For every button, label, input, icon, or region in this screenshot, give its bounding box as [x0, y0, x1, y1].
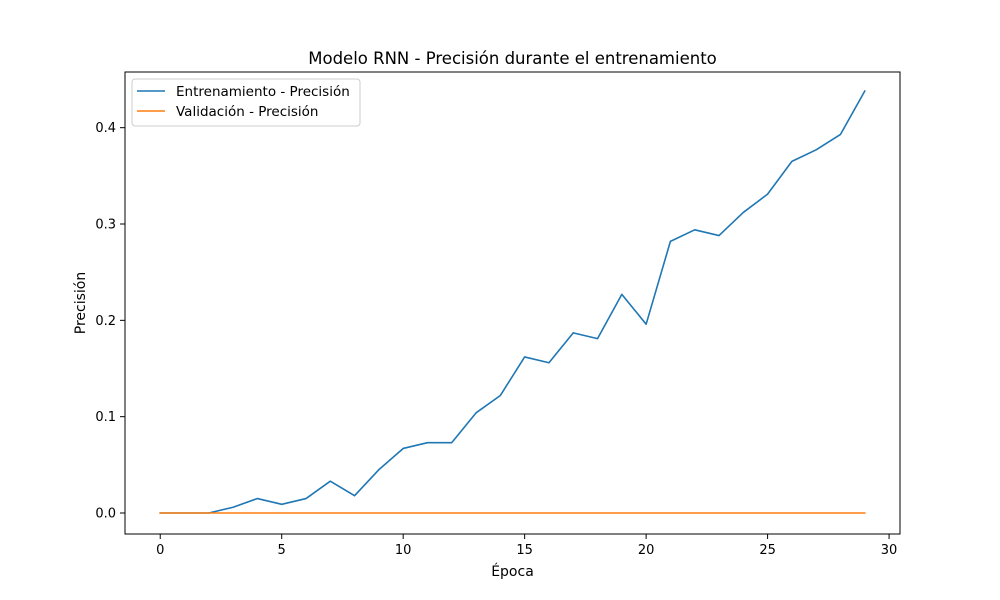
- x-tick-label: 0: [156, 543, 164, 558]
- x-tick-label: 15: [516, 543, 533, 558]
- series-line-1: [159, 89, 866, 514]
- x-tick-label: 5: [278, 543, 286, 558]
- plot-area: [125, 72, 900, 534]
- plot-frame: [124, 71, 901, 535]
- y-tick-label: 0.4: [95, 121, 116, 136]
- x-tick-label: 20: [638, 543, 655, 558]
- legend-label-2: Validación - Precisión: [176, 104, 318, 120]
- series-layer: [159, 89, 866, 514]
- legend-box: [131, 78, 361, 127]
- x-tick-label: 30: [881, 543, 898, 558]
- y-axis: 0.0 0.1 0.2 0.3 0.4: [95, 121, 125, 522]
- y-axis-title: Precisión: [73, 272, 89, 334]
- chart-title: Modelo RNN - Precisión durante el entren…: [308, 49, 717, 68]
- x-tick-label: 10: [395, 543, 412, 558]
- y-tick-label: 0.3: [95, 218, 116, 233]
- legend: Entrenamiento - Precisión Validación - Pr…: [131, 78, 361, 127]
- y-tick-label: 0.1: [95, 410, 116, 425]
- x-axis-title: Época: [491, 563, 534, 580]
- x-tick-label: 25: [759, 543, 776, 558]
- y-tick-label: 0.0: [95, 507, 116, 522]
- x-axis: 0 5 10 15 20 25 30: [156, 534, 897, 558]
- legend-label-1: Entrenamiento - Precisión: [176, 84, 350, 100]
- y-tick-label: 0.2: [95, 314, 116, 329]
